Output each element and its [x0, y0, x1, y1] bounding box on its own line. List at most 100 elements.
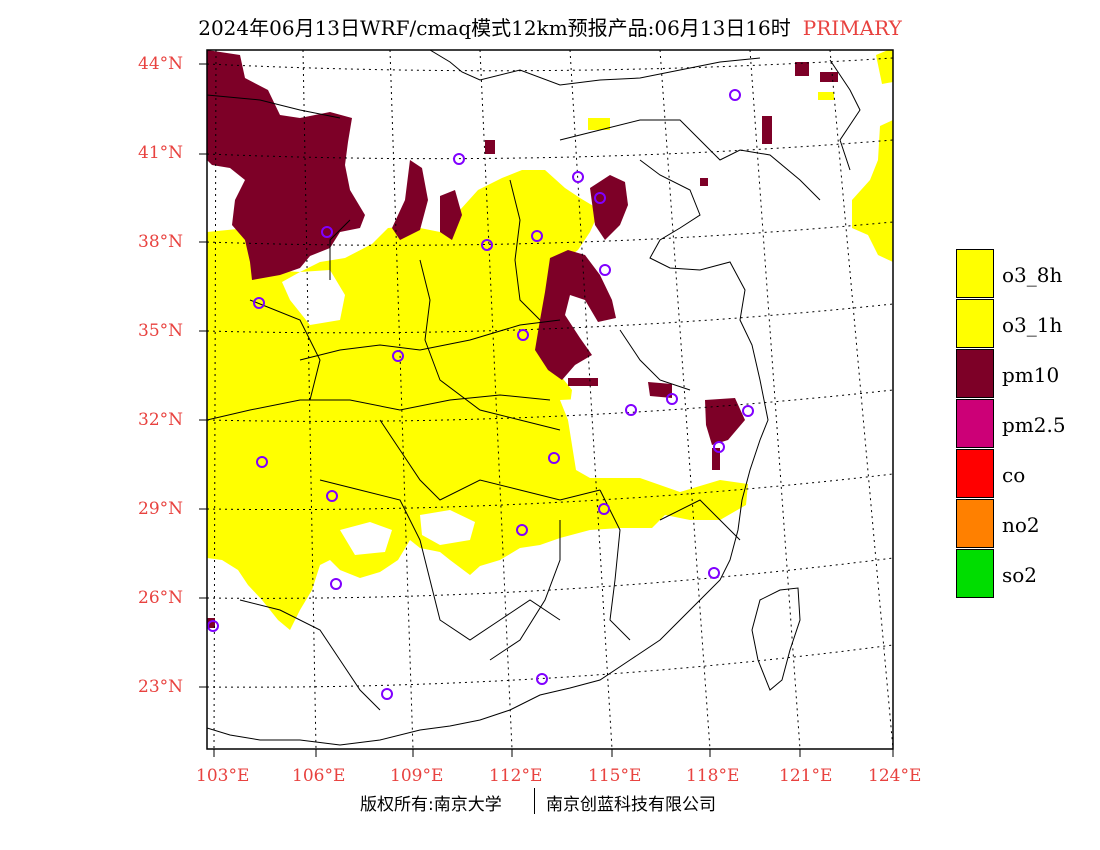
map-title-text: 2024年06月13日WRF/cmaq模式12km预报产品:06月13日16时	[198, 16, 791, 40]
station-marker	[381, 688, 393, 700]
pm10-patch	[207, 618, 215, 628]
lon-label: 115°E	[588, 766, 642, 786]
lon-label: 112°E	[489, 766, 543, 786]
station-marker	[256, 456, 268, 468]
footer-divider	[534, 788, 535, 814]
legend-swatch	[956, 349, 994, 398]
lon-label: 121°E	[779, 766, 833, 786]
map-title: 2024年06月13日WRF/cmaq模式12km预报产品:06月13日16时 P…	[0, 12, 1100, 41]
pm10-region-shanxi	[392, 160, 428, 240]
lat-label: 26°N	[138, 588, 184, 608]
station-marker	[713, 441, 725, 453]
o3-patch	[818, 92, 834, 100]
pm10-patch	[795, 62, 809, 76]
pm10-patch	[820, 72, 838, 82]
pm10-patch	[700, 178, 708, 186]
lat-label: 44°N	[138, 54, 184, 74]
legend-item-so2: so2	[956, 549, 1096, 599]
lat-label: 32°N	[138, 410, 184, 430]
map-content	[207, 50, 893, 749]
pm10-patch	[712, 448, 720, 470]
lon-label: 109°E	[390, 766, 444, 786]
station-marker	[729, 89, 741, 101]
station-marker	[517, 329, 529, 341]
legend-swatch	[956, 399, 994, 448]
station-marker	[392, 350, 404, 362]
station-marker	[536, 673, 548, 685]
o3-region-northeast	[852, 120, 893, 262]
legend-item-pm10: pm10	[956, 349, 1096, 399]
pm10-region-northwest	[207, 50, 365, 280]
station-marker	[708, 567, 720, 579]
map-frame	[206, 49, 894, 750]
lat-label: 41°N	[138, 143, 184, 163]
legend-label: no2	[1002, 513, 1040, 537]
legend-swatch	[956, 499, 994, 548]
station-marker	[326, 490, 338, 502]
pm10-region-hebei	[535, 250, 616, 380]
legend-item-pm25: pm2.5	[956, 399, 1096, 449]
legend-item-no2: no2	[956, 499, 1096, 549]
legend-label: co	[1002, 463, 1026, 487]
lat-label: 35°N	[138, 321, 184, 341]
lat-ticks	[199, 63, 207, 688]
pm10-region-beijing	[590, 175, 628, 240]
legend-item-o3-1h: o3_1h	[956, 299, 1096, 349]
station-marker	[594, 192, 606, 204]
station-marker	[625, 404, 637, 416]
station-marker	[481, 239, 493, 251]
legend-swatch	[956, 449, 994, 498]
pm10-patch	[568, 378, 598, 386]
legend-label: so2	[1002, 563, 1038, 587]
legend-label: o3_1h	[1002, 313, 1063, 337]
lat-label: 29°N	[138, 499, 184, 519]
lon-label: 118°E	[686, 766, 740, 786]
legend-swatch	[956, 249, 994, 298]
station-marker	[548, 452, 560, 464]
boundaries	[207, 50, 861, 746]
o3-patch	[588, 118, 610, 130]
legend-swatch	[956, 549, 994, 598]
station-marker	[572, 171, 584, 183]
o3-patch	[362, 270, 402, 300]
station-marker	[598, 503, 610, 515]
pm10-region-shanghai	[705, 398, 745, 445]
clear-area	[560, 398, 610, 430]
station-marker	[321, 226, 333, 238]
pm10-patch	[485, 140, 495, 154]
footer-copyright: 版权所有:南京大学	[360, 795, 502, 815]
station-marker	[599, 264, 611, 276]
legend-item-co: co	[956, 449, 1096, 499]
lon-label: 106°E	[292, 766, 346, 786]
station-marker	[742, 405, 754, 417]
lat-label: 23°N	[138, 677, 184, 697]
pm10-region-inner	[440, 190, 462, 240]
pm10-region-jiangsu	[648, 382, 672, 398]
clear-area	[420, 510, 475, 545]
station-marker	[453, 153, 465, 165]
o3-region-northeast-tip	[876, 50, 893, 84]
lon-label: 124°E	[868, 766, 922, 786]
clear-area	[340, 522, 392, 555]
station-marker	[207, 620, 219, 632]
station-marker	[666, 393, 678, 405]
map-title-tag: PRIMARY	[802, 16, 902, 40]
legend-label: pm2.5	[1002, 413, 1066, 437]
legend-label: o3_8h	[1002, 263, 1063, 287]
legend-swatch	[956, 299, 994, 348]
lon-ticks	[213, 749, 894, 757]
station-marker	[531, 230, 543, 242]
legend-item-o3-8h: o3_8h	[956, 249, 1096, 299]
station-marker	[516, 524, 528, 536]
pm10-patch	[762, 116, 772, 144]
lat-label: 38°N	[138, 232, 184, 252]
station-marker	[253, 297, 265, 309]
footer-company: 南京创蓝科技有限公司	[546, 795, 716, 815]
station-markers	[207, 89, 754, 700]
graticule	[207, 50, 893, 749]
station-marker	[330, 578, 342, 590]
clear-area	[282, 270, 345, 325]
lon-label: 103°E	[196, 766, 250, 786]
legend-label: pm10	[1002, 363, 1060, 387]
